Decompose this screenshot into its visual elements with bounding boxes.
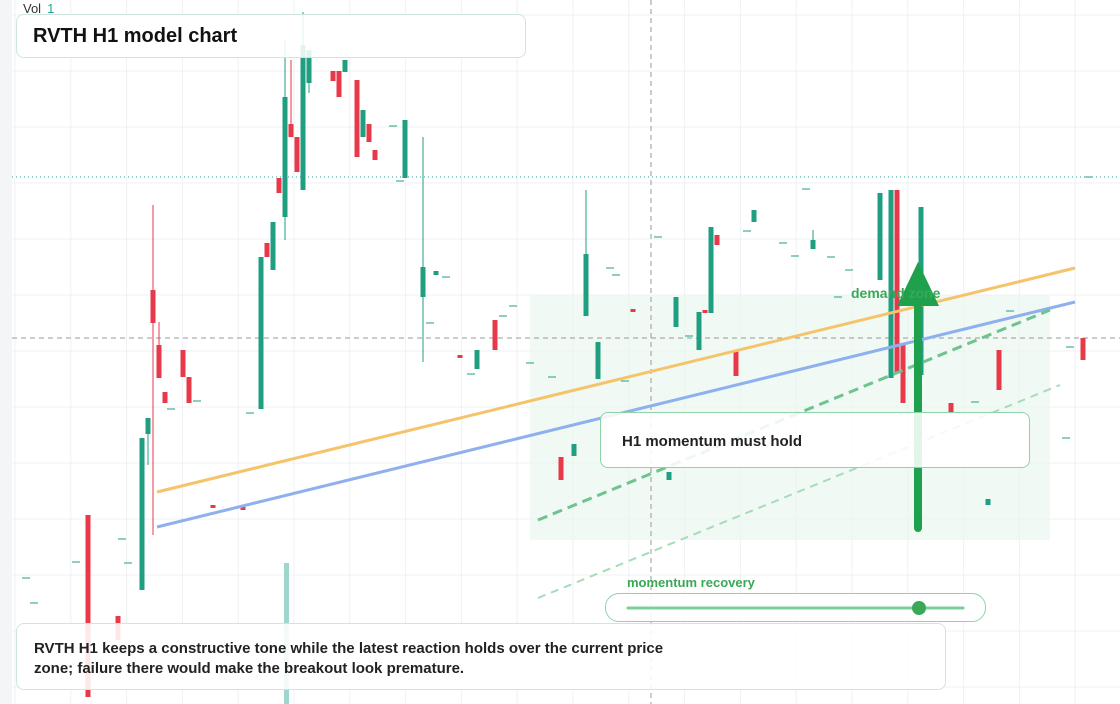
candle-body <box>702 310 708 313</box>
candle-body <box>336 71 342 97</box>
candle-body <box>276 178 282 193</box>
candle-body <box>894 190 900 373</box>
candle-body <box>288 124 294 137</box>
zone-label: demand zone <box>851 285 941 301</box>
candle-body <box>186 377 192 403</box>
left-edge <box>0 0 12 704</box>
candle-body <box>240 507 246 510</box>
candle-body <box>696 312 702 350</box>
candle-body <box>666 472 672 480</box>
candle-body <box>300 45 306 190</box>
candle-body <box>810 240 816 249</box>
candle-body <box>457 355 463 358</box>
candle-body <box>996 350 1002 390</box>
candle-body <box>145 418 151 434</box>
candle-body <box>595 342 601 379</box>
candle-body <box>583 254 589 316</box>
candle-body <box>708 227 714 313</box>
candle-body <box>714 235 720 245</box>
slider[interactable] <box>605 593 986 622</box>
slider-knob[interactable] <box>912 601 926 615</box>
candle-body <box>139 438 145 590</box>
candle-body <box>877 193 883 280</box>
candle-body <box>306 50 312 83</box>
candle-body <box>156 345 162 378</box>
candle-body <box>888 190 894 378</box>
candle-body <box>210 505 216 508</box>
candle-body <box>294 137 300 172</box>
note: RVTH H1 keeps a constructive tone while … <box>16 623 946 690</box>
candle-body <box>258 257 264 409</box>
candle-body <box>342 60 348 72</box>
candle-body <box>330 71 336 81</box>
candle-body <box>366 124 372 142</box>
callout: H1 momentum must hold <box>600 412 1030 468</box>
candle-body <box>420 267 426 297</box>
candle-body <box>492 320 498 350</box>
candle-body <box>282 97 288 217</box>
candle-body <box>900 343 906 403</box>
candle-body <box>162 392 168 403</box>
candle-body <box>433 271 439 275</box>
volume-legend: Vol 1 <box>23 1 54 16</box>
candle-body <box>264 243 270 257</box>
note-text: RVTH H1 keeps a constructive tone while … <box>34 640 664 677</box>
candle-body <box>630 309 636 312</box>
candle-body <box>270 222 276 270</box>
candle-body <box>733 350 739 376</box>
candle-body <box>673 297 679 327</box>
candle-body <box>474 350 480 369</box>
vol-label: Vol <box>23 1 42 16</box>
candle-body <box>360 110 366 137</box>
candle-body <box>751 210 757 222</box>
slider-graphic <box>626 601 965 615</box>
candle-body <box>372 150 378 160</box>
arrow-head <box>897 262 939 306</box>
candle-body <box>85 515 91 697</box>
slider-label: momentum recovery <box>627 575 755 590</box>
candle-body <box>180 350 186 377</box>
candle-body <box>985 499 991 505</box>
candle-body <box>948 403 954 413</box>
vol-value: 1 <box>47 1 55 16</box>
candle-body <box>150 290 156 323</box>
candle-body <box>571 444 577 456</box>
chart-title: RVTH H1 model chart <box>16 14 526 58</box>
candle-body <box>1080 338 1086 360</box>
candle-body <box>402 120 408 178</box>
candle-body <box>558 457 564 480</box>
candle-body <box>354 80 360 157</box>
